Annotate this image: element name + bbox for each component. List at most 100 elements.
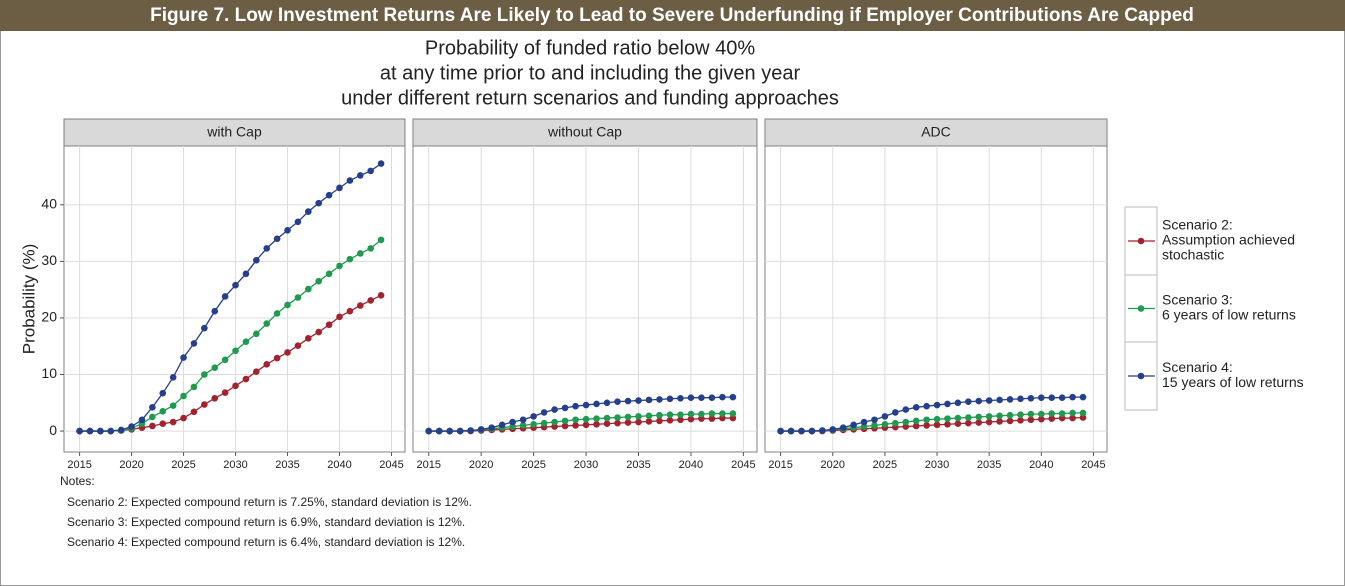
- data-point: [677, 411, 684, 418]
- data-point: [294, 294, 302, 301]
- data-point: [1079, 393, 1087, 401]
- data-point: [232, 281, 239, 289]
- data-point: [635, 397, 642, 404]
- data-point: [975, 413, 983, 421]
- y-tick-label: 10: [41, 365, 57, 381]
- data-point: [488, 424, 495, 431]
- x-tick-label: 2040: [1029, 459, 1053, 471]
- data-point: [944, 420, 951, 428]
- data-point: [1058, 410, 1066, 417]
- data-point: [169, 418, 177, 426]
- data-point: [708, 410, 716, 417]
- x-tick-label: 2035: [626, 459, 650, 471]
- x-tick-label: 2030: [925, 459, 949, 471]
- data-point: [273, 310, 281, 317]
- data-point: [787, 427, 795, 435]
- data-point: [635, 413, 642, 420]
- data-point: [944, 400, 951, 408]
- data-point: [253, 256, 260, 264]
- legend-frame: [1124, 206, 1158, 411]
- data-point: [305, 335, 312, 342]
- data-point: [377, 292, 385, 299]
- panel: [764, 145, 1108, 453]
- data-point: [180, 354, 187, 361]
- data-point: [933, 415, 941, 423]
- data-point: [117, 426, 125, 434]
- x-tick-label: 2025: [873, 459, 897, 471]
- data-point: [1027, 410, 1035, 418]
- data-point: [356, 250, 364, 257]
- data-point: [190, 408, 198, 416]
- data-point: [923, 402, 930, 410]
- data-point: [582, 421, 590, 429]
- x-tick-label: 2035: [977, 459, 1001, 471]
- legend-label: 6 years of low returns: [1162, 307, 1296, 323]
- data-point: [263, 320, 271, 327]
- banner-bg: [0, 0, 1345, 31]
- data-point: [336, 262, 343, 270]
- data-point: [603, 420, 611, 428]
- data-point: [1079, 409, 1087, 417]
- note: Scenario 2: Expected compound return is …: [67, 495, 472, 509]
- data-point: [892, 419, 899, 427]
- data-point: [912, 417, 920, 425]
- data-point: [180, 392, 187, 400]
- data-point: [572, 422, 579, 429]
- legend-label: Scenario 2:: [1162, 217, 1233, 233]
- data-point: [777, 427, 784, 435]
- data-point: [965, 419, 972, 427]
- legend-label: stochastic: [1162, 247, 1224, 263]
- data-point: [1069, 409, 1076, 417]
- data-point: [159, 407, 167, 415]
- data-point: [902, 406, 910, 413]
- data-point: [201, 371, 208, 378]
- data-point: [881, 420, 889, 428]
- data-point: [985, 418, 993, 426]
- y-tick-label: 30: [41, 252, 57, 268]
- x-tick-label: 2045: [379, 459, 403, 471]
- data-point: [367, 297, 374, 304]
- y-tick-label: 20: [41, 309, 57, 325]
- data-point: [356, 172, 364, 179]
- data-point: [954, 420, 962, 428]
- data-point: [819, 427, 826, 434]
- data-point: [1017, 411, 1024, 418]
- data-point: [273, 354, 281, 362]
- data-point: [850, 421, 857, 429]
- data-point: [666, 395, 674, 403]
- data-point: [1038, 394, 1045, 402]
- data-point: [1048, 415, 1056, 422]
- data-point: [666, 417, 674, 424]
- data-point: [211, 307, 219, 315]
- y-tick-label: 40: [41, 196, 57, 212]
- data-point: [519, 422, 527, 429]
- legend-label: Assumption achieved: [1162, 232, 1295, 248]
- data-point: [614, 419, 621, 427]
- data-point: [561, 404, 569, 412]
- data-point: [509, 418, 516, 426]
- data-point: [614, 414, 621, 421]
- data-point: [996, 412, 1003, 420]
- data-point: [860, 418, 868, 426]
- data-point: [201, 401, 208, 408]
- data-point: [624, 397, 632, 405]
- data-point: [677, 394, 684, 402]
- data-point: [551, 423, 558, 430]
- data-point: [253, 368, 260, 375]
- data-point: [1048, 394, 1056, 402]
- data-point: [698, 394, 705, 402]
- note: Scenario 3: Expected compound return is …: [67, 515, 465, 529]
- data-point: [325, 270, 333, 278]
- data-point: [635, 418, 642, 426]
- x-tick-label: 2020: [469, 459, 493, 471]
- data-point: [325, 191, 333, 199]
- data-point: [719, 410, 726, 417]
- data-point: [467, 427, 474, 434]
- data-point: [624, 419, 632, 426]
- data-point: [996, 396, 1003, 404]
- data-point: [839, 424, 847, 431]
- data-point: [242, 270, 250, 278]
- legend-label: 15 years of low returns: [1162, 374, 1304, 390]
- x-tick-label: 2025: [171, 459, 195, 471]
